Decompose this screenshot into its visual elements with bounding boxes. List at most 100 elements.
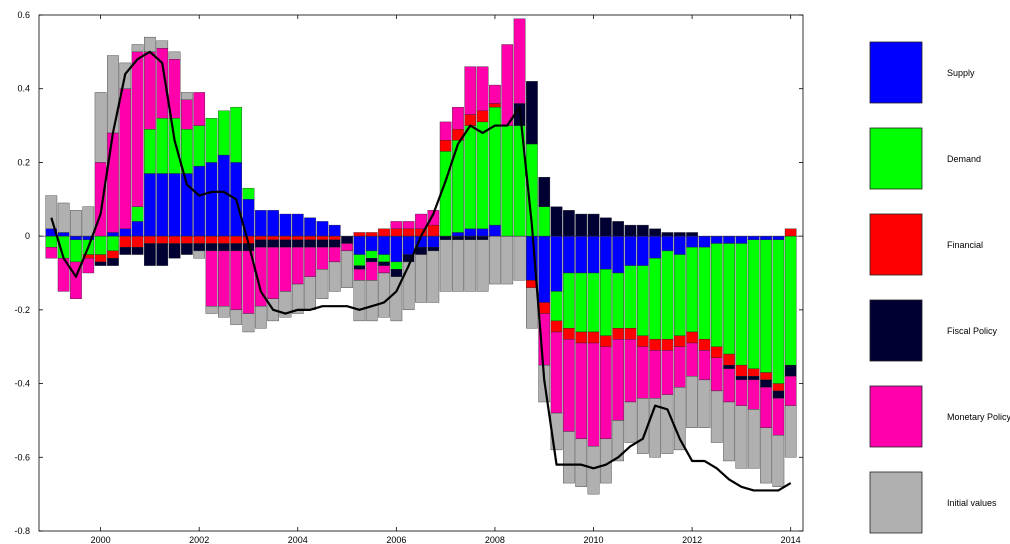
bar-segment-initial-values [168, 51, 181, 60]
bar-segment-initial-values [254, 305, 267, 329]
bar-segment-monetary-policy [513, 18, 526, 104]
bar-segment-supply [636, 235, 649, 266]
bar-segment-supply [279, 213, 292, 237]
bar-segment-fiscal-policy [390, 269, 403, 277]
x-tick-label: 2002 [189, 535, 209, 544]
bar-segment-monetary-policy [181, 99, 193, 130]
bar-segment-financial [402, 228, 415, 237]
bar-segment-fiscal-policy [735, 376, 748, 381]
bar-segment-fiscal-policy [747, 376, 760, 381]
bar-segment-fiscal-policy [267, 239, 279, 248]
bar-segment-supply [550, 235, 563, 292]
legend: Supply Demand Financial Fiscal Policy Moneta… [869, 41, 1010, 534]
bar-segment-demand [563, 272, 575, 329]
bar-segment-supply [538, 235, 551, 303]
y-tick-label: -0.6 [14, 452, 30, 462]
bar-segment-monetary-policy [575, 342, 588, 440]
bar-segment-fiscal-policy [612, 221, 625, 237]
bar-segment-fiscal-policy [599, 217, 612, 237]
bar-segment-fiscal-policy [452, 235, 464, 241]
legend-label: Financial [947, 240, 983, 250]
bar-segment-supply [624, 235, 637, 266]
bar-segment-monetary-policy [501, 44, 514, 126]
bar-segment-monetary-policy [45, 247, 58, 259]
bar-segment-fiscal-policy [538, 176, 551, 207]
bar-segment-monetary-policy [636, 346, 649, 399]
bar-segment-financial [217, 235, 230, 244]
bar-segment-monetary-policy [476, 66, 489, 112]
y-tick-label: -0.2 [14, 305, 30, 315]
bar-segment-monetary-policy [390, 221, 403, 229]
y-tick-label: 0.6 [17, 10, 30, 20]
bar-segment-initial-values [131, 44, 144, 53]
bar-segment-financial [686, 331, 698, 344]
bar-segment-financial [550, 320, 563, 333]
bar-segment-financial [378, 228, 390, 237]
bar-segment-fiscal-policy [784, 364, 797, 377]
bar-segment-monetary-policy [70, 261, 82, 299]
bar-segment-supply [144, 173, 156, 237]
bar-segment-financial [464, 114, 477, 126]
bar-segment-fiscal-policy [661, 232, 674, 237]
y-tick-label: -0.4 [14, 379, 30, 389]
axes: -0.8 -0.6 -0.4 -0.2 0 0.2 0.4 0.6 2000 2002 2004 20… [14, 10, 803, 544]
bar-segment-fiscal-policy [439, 235, 452, 241]
bar-segment-fiscal-policy [550, 206, 563, 237]
bar-segment-initial-values [575, 438, 588, 487]
bar-segment-monetary-policy [427, 210, 440, 226]
bar-segment-fiscal-policy [772, 390, 785, 399]
bar-segment-initial-values [772, 434, 785, 487]
bar-segment-fiscal-policy [353, 265, 366, 270]
bar-segment-financial [538, 302, 551, 314]
bar-segment-fiscal-policy [636, 224, 649, 237]
bar-segment-demand [784, 235, 797, 366]
bar-segment-supply [131, 221, 144, 237]
bar-segment-monetary-policy [723, 368, 735, 403]
bar-segment-demand [772, 239, 785, 384]
bar-segment-supply [70, 235, 82, 241]
bar-segment-fiscal-policy [316, 239, 329, 248]
bar-segment-monetary-policy [735, 379, 748, 406]
bar-segment-financial [353, 232, 366, 237]
bar-segment-supply [316, 221, 329, 237]
bar-segment-supply [304, 217, 316, 237]
bar-segment-financial [168, 235, 181, 244]
bar-segment-financial [193, 235, 206, 244]
bar-segment-monetary-policy [378, 265, 390, 274]
bar-segment-fiscal-policy [624, 224, 637, 237]
bar-segment-fiscal-policy [378, 261, 390, 266]
bar-segment-monetary-policy [661, 350, 674, 395]
bar-segment-financial [723, 353, 735, 366]
bar-segment-initial-values [415, 254, 427, 303]
bar-segment-monetary-policy [279, 247, 292, 292]
bar-segment-demand [156, 118, 169, 174]
bar-segment-supply [119, 228, 132, 237]
bar-segment-supply [107, 232, 119, 237]
bar-segment-demand [205, 118, 218, 163]
bar-segment-supply [193, 165, 206, 237]
bar-segment-monetary-policy [612, 339, 625, 421]
bar-segment-supply [291, 213, 304, 237]
bar-segment-monetary-policy [550, 331, 563, 414]
bar-segment-supply [489, 224, 501, 237]
bar-segment-supply [772, 235, 785, 241]
bar-segment-financial [304, 235, 316, 241]
bar-segment-supply [452, 232, 464, 237]
bar-segment-fiscal-policy [230, 243, 243, 252]
bar-segment-supply [402, 235, 415, 255]
bar-segment-fiscal-policy [526, 81, 538, 145]
bar-segment-supply [168, 173, 181, 237]
bar-segment-financial [612, 328, 625, 340]
bar-segment-demand [464, 125, 477, 229]
bar-segment-fiscal-policy [168, 243, 181, 259]
bar-segment-initial-values [144, 36, 156, 53]
bar-segment-initial-values [489, 235, 501, 285]
legend-swatch-financial [869, 213, 923, 276]
bar-segment-supply [365, 235, 378, 252]
x-tick-label: 2010 [584, 535, 604, 544]
bar-segment-financial [636, 335, 649, 347]
bar-segment-demand [193, 125, 206, 167]
bar-segment-financial [230, 235, 243, 244]
bar-segment-monetary-policy [673, 346, 686, 388]
bar-segment-financial [316, 235, 329, 241]
